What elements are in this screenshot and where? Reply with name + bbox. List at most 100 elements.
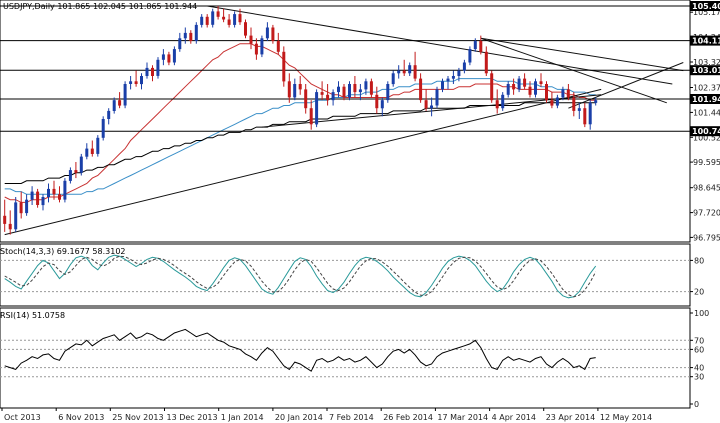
candle-body [337, 86, 340, 93]
price-tick-label: 96.795 [693, 233, 720, 242]
candle [512, 78, 516, 95]
level-badge-label: 104.116 [692, 37, 720, 46]
candle-body [276, 41, 280, 52]
candle [337, 81, 340, 98]
candle [200, 14, 204, 28]
trendline-3[interactable] [207, 5, 673, 85]
candle-body [451, 76, 455, 79]
level-badge-1 [690, 1, 720, 11]
candle-body [424, 100, 428, 109]
candle [348, 81, 351, 101]
candle [161, 49, 165, 66]
time-tick-label: 6 Nov 2013 [58, 413, 104, 422]
candle-body [506, 84, 510, 95]
candle-body [222, 16, 226, 20]
candle [446, 76, 450, 90]
candle-body [14, 202, 18, 230]
candle [391, 70, 395, 87]
price-panel[interactable]: USDJPY,Daily 101.865 102.045 101.865 101… [0, 0, 720, 243]
candle [14, 197, 18, 232]
candle-body [172, 49, 176, 63]
candle-body [495, 100, 499, 109]
candle-body [446, 78, 450, 82]
candle [254, 38, 258, 60]
candle [528, 81, 532, 98]
candle-body [402, 70, 406, 74]
candle-body [183, 32, 187, 39]
candle-body [435, 89, 439, 106]
ma-red-line [4, 43, 596, 203]
level-badge-label: 105.402 [692, 2, 720, 11]
candle [172, 46, 176, 66]
stochastic-panel[interactable]: Stoch(14,3,3) 69.1677 58.3102 80 20 [0, 243, 704, 307]
rsi-tick-label: 60 [694, 345, 704, 354]
time-tick-label: 7 Feb 2014 [329, 413, 374, 422]
candle-body [161, 54, 165, 60]
time-tick-label: 20 Jan 2014 [275, 413, 323, 422]
candle-body [419, 78, 423, 101]
candle-body [315, 92, 319, 125]
stochastic-panel-frame [0, 243, 691, 307]
candle [129, 76, 133, 90]
level-badge-label: 100.746 [692, 127, 720, 136]
candle-body [561, 89, 565, 98]
candle-body [430, 105, 433, 109]
time-tick-label: 25 Nov 2013 [112, 413, 163, 422]
candle-body [156, 59, 160, 76]
candle [326, 84, 330, 106]
candle [572, 92, 576, 117]
candle-body [216, 11, 220, 17]
candle [342, 84, 346, 101]
candle-body [413, 65, 417, 79]
candle [430, 97, 433, 117]
candle [287, 73, 291, 103]
price-tick-label: 98.645 [693, 184, 720, 193]
candle [222, 8, 226, 23]
candle-body [348, 84, 351, 98]
candle-body [588, 102, 592, 125]
candle [123, 81, 127, 109]
candle [8, 210, 12, 235]
level-badge-5 [690, 126, 720, 137]
price-panel-frame [0, 0, 691, 243]
trendline-5[interactable] [480, 37, 684, 72]
price-header: USDJPY,Daily 101.865 102.045 101.865 101… [3, 2, 197, 11]
candle-body [90, 148, 94, 154]
candle-body [85, 148, 89, 157]
candle [216, 6, 220, 20]
stochastic-signal-line [4, 255, 597, 298]
candle [227, 14, 231, 28]
candle [523, 73, 527, 90]
candle-body [189, 32, 193, 41]
time-tick-label: 4 Apr 2014 [492, 413, 536, 422]
candle [68, 167, 72, 184]
candle [79, 153, 83, 176]
ma-blue-line [4, 78, 596, 195]
candle-body [249, 35, 253, 44]
trendline-1[interactable] [4, 88, 602, 236]
candle [320, 81, 324, 101]
candle [178, 32, 182, 52]
candle-body [539, 81, 543, 84]
candle-body [25, 199, 29, 214]
candle-body [123, 84, 127, 106]
candle [583, 102, 587, 128]
candle [386, 81, 390, 103]
level-badge-label: 103.013 [692, 66, 720, 75]
candle-body [254, 43, 258, 55]
candle-body [441, 81, 444, 90]
stochastic-header: Stoch(14,3,3) 69.1677 58.3102 [0, 247, 126, 256]
candle [555, 94, 559, 109]
candle [238, 8, 242, 25]
candle [156, 57, 160, 79]
level-badge-3 [690, 65, 720, 76]
candle-body [304, 89, 308, 109]
candle [380, 97, 384, 117]
candle [364, 78, 368, 95]
candle [145, 62, 149, 79]
candle [353, 76, 357, 98]
candle-body [68, 170, 72, 181]
candle-body [353, 84, 357, 93]
